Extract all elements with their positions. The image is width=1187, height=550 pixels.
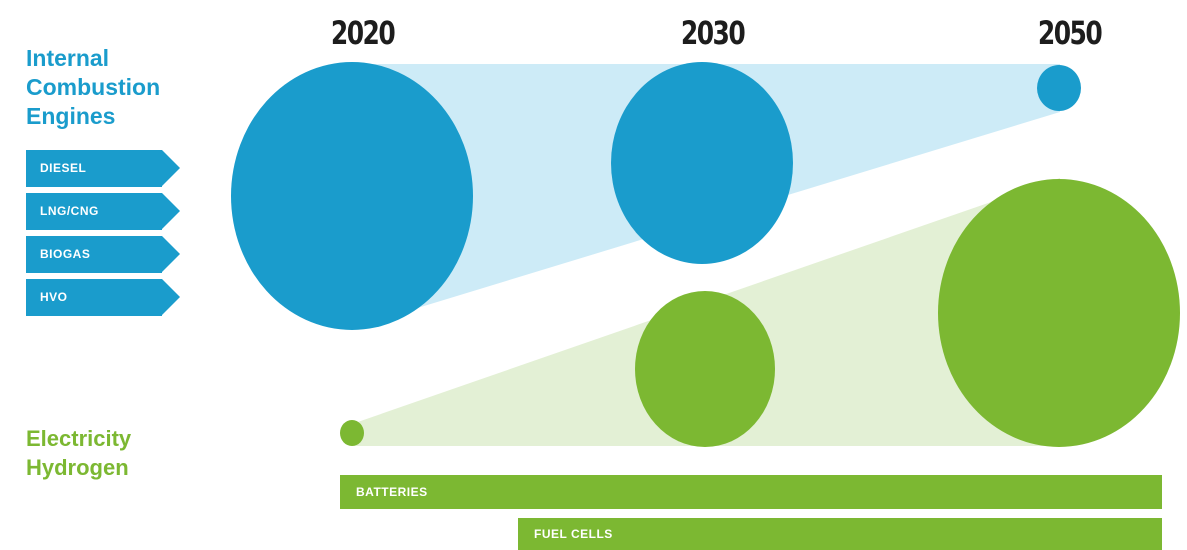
fuel-tag-lng-cng: LNG/CNG <box>26 193 180 230</box>
fuel-tag-biogas: BIOGAS <box>26 236 180 273</box>
fuel-tag-hvo: HVO <box>26 279 180 316</box>
batteries-bar: BATTERIES <box>340 475 1162 509</box>
year-label-2020: 2020 <box>330 14 396 52</box>
electric-bubble-2020 <box>340 420 364 446</box>
electric-heading: Electricity Hydrogen <box>26 424 226 482</box>
year-label-2030: 2030 <box>680 14 746 52</box>
electric-heading-line: Electricity <box>26 426 132 451</box>
electric-bubble-2030 <box>635 291 775 447</box>
electric-bubble-2050 <box>938 179 1180 447</box>
year-label-2050: 2050 <box>1037 14 1103 52</box>
ice-bubble-2050 <box>1037 65 1081 111</box>
ice-bubble-2030 <box>611 62 793 264</box>
ice-bubble-2020 <box>231 62 473 330</box>
ice-heading-line: Combustion <box>26 74 161 100</box>
ice-heading-line: Internal <box>26 45 110 71</box>
ice-heading: Internal Combustion Engines <box>26 44 226 131</box>
ice-heading-line: Engines <box>26 103 116 129</box>
fuel-cells-bar: FUEL CELLS <box>518 518 1162 550</box>
fuel-tag-diesel: DIESEL <box>26 150 180 187</box>
electric-heading-line: Hydrogen <box>26 455 129 480</box>
